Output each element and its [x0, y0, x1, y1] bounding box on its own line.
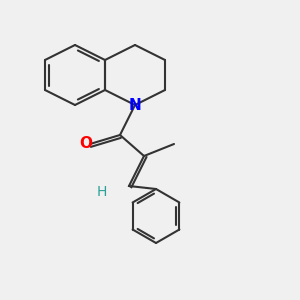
Text: N: N [129, 98, 141, 112]
Text: H: H [97, 185, 107, 199]
Text: O: O [79, 136, 92, 152]
